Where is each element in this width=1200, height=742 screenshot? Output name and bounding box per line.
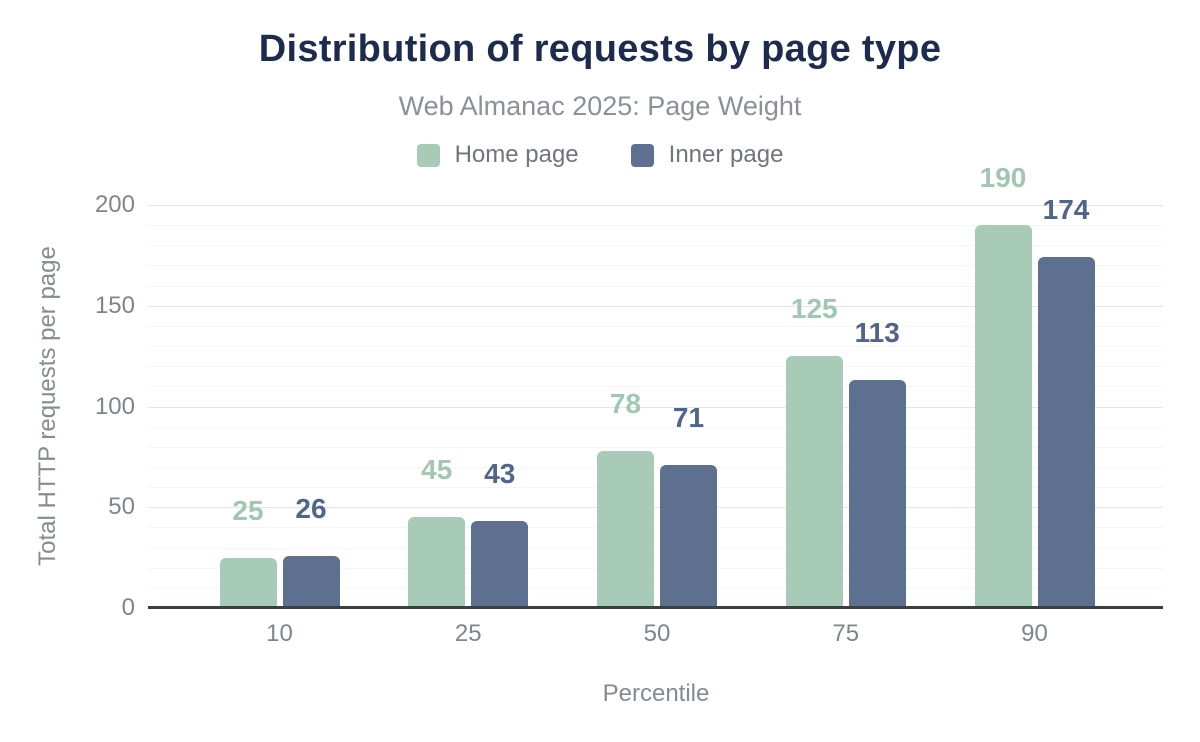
y-tick-label: 50 [108, 493, 135, 521]
legend-swatch-icon [416, 143, 440, 167]
gridline-minor [148, 527, 1163, 529]
legend-item-home-page: Home page [416, 141, 579, 169]
bar-home-page-p75 [785, 356, 843, 608]
gridline-major [148, 507, 1163, 509]
x-tick-label: 90 [1021, 620, 1048, 647]
y-tick-label: 200 [94, 191, 135, 218]
bar-home-page-p90 [974, 225, 1032, 608]
bar-value-label: 125 [790, 293, 838, 325]
x-tick-label: 50 [643, 620, 671, 647]
gridline-minor [148, 446, 1163, 448]
gridline-minor [148, 487, 1163, 489]
bar-value-label: 25 [232, 494, 264, 526]
y-tick-label: 0 [121, 594, 135, 621]
bar-value-label: 78 [609, 387, 642, 419]
gridline-minor [148, 285, 1163, 287]
bar-value-label: 190 [979, 162, 1027, 194]
bar-inner-page-p25 [471, 521, 529, 608]
y-axis-title: Total HTTP requests per page [34, 246, 61, 566]
gridline-minor [148, 567, 1163, 569]
legend-label: Inner page [668, 141, 784, 168]
bar-home-page-p25 [408, 517, 466, 608]
y-tick-label: 150 [94, 291, 135, 319]
bar-inner-page-p75 [848, 380, 906, 608]
gridline-minor [148, 265, 1163, 267]
bar-inner-page-p90 [1037, 257, 1095, 608]
legend-label: Home page [454, 141, 579, 168]
chart-subtitle: Web Almanac 2025: Page Weight [398, 91, 802, 121]
legend-item-inner-page: Inner page [630, 141, 784, 169]
gridline-minor [148, 225, 1163, 227]
legend-swatch-icon [630, 143, 654, 167]
gridline-minor [148, 245, 1163, 247]
y-tick-label: 100 [94, 392, 135, 420]
gridline-major [148, 205, 1163, 206]
x-tick-label: 75 [832, 620, 860, 647]
x-axis-line [148, 606, 1163, 609]
bar-inner-page-p10 [282, 555, 340, 608]
bar-value-label: 26 [295, 492, 327, 524]
bar-inner-page-p50 [660, 464, 717, 608]
bar-value-label: 71 [672, 401, 705, 433]
chart-title: Distribution of requests by page type [258, 28, 942, 70]
legend: Home page Inner page [0, 141, 1200, 169]
gridline-minor [148, 325, 1163, 327]
gridline-minor [148, 587, 1163, 589]
x-axis-title: Percentile [602, 680, 710, 707]
gridline-minor [148, 346, 1163, 348]
gridline-major [148, 305, 1163, 307]
gridline-major [148, 406, 1163, 408]
gridline-minor [148, 547, 1163, 549]
x-tick-label: 10 [266, 620, 293, 647]
gridline-minor [148, 466, 1163, 468]
gridline-minor [148, 386, 1163, 388]
gridline-minor [148, 366, 1163, 368]
gridline-minor [148, 426, 1163, 428]
bar-home-page-p10 [219, 557, 277, 608]
bar-value-label: 43 [484, 458, 516, 490]
x-tick-label: 25 [454, 620, 482, 647]
bar-value-label: 174 [1042, 194, 1090, 226]
bar-home-page-p50 [597, 450, 654, 608]
bar-value-label: 113 [854, 317, 900, 349]
bar-value-label: 45 [421, 454, 453, 486]
